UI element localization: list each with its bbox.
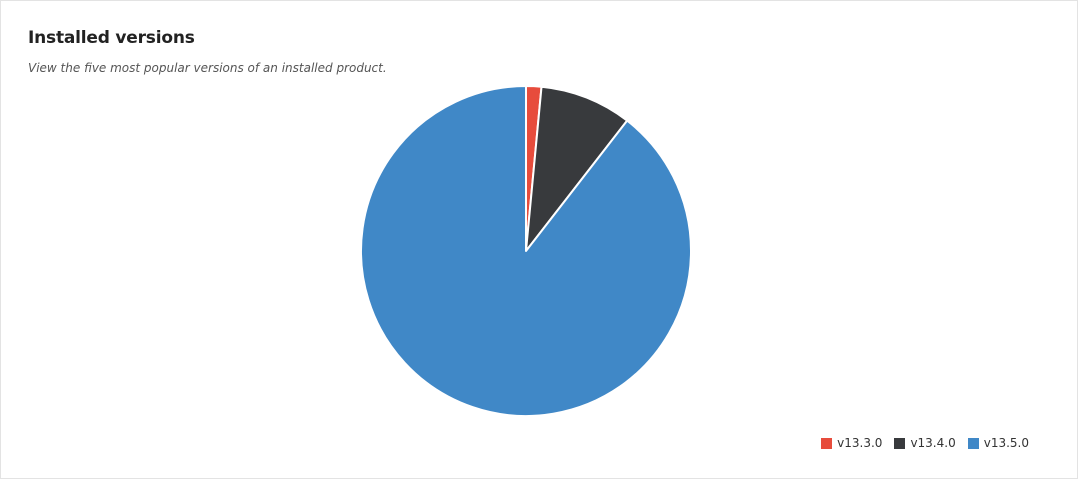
legend-swatch (894, 437, 906, 449)
legend-label: v13.3.0 (837, 436, 883, 450)
chart-title: Installed versions (28, 28, 195, 48)
pie-slice-v13-4-0[interactable] (525, 85, 629, 252)
legend-label: v13.4.0 (910, 436, 956, 450)
chart-subtitle: View the five most popular versions of a… (28, 61, 387, 75)
chart-legend: v13.3.0 v13.4.0 v13.5.0 (809, 436, 1029, 450)
legend-swatch (821, 437, 833, 449)
legend-item-v13-3-0[interactable]: v13.3.0 (821, 436, 882, 450)
legend-swatch (967, 437, 979, 449)
pie-slice-v13-5-0[interactable] (360, 85, 692, 417)
legend-item-v13-4-0[interactable]: v13.4.0 (894, 436, 956, 450)
legend-label: v13.5.0 (983, 436, 1029, 450)
legend-item-v13-5-0[interactable]: v13.5.0 (967, 436, 1029, 450)
